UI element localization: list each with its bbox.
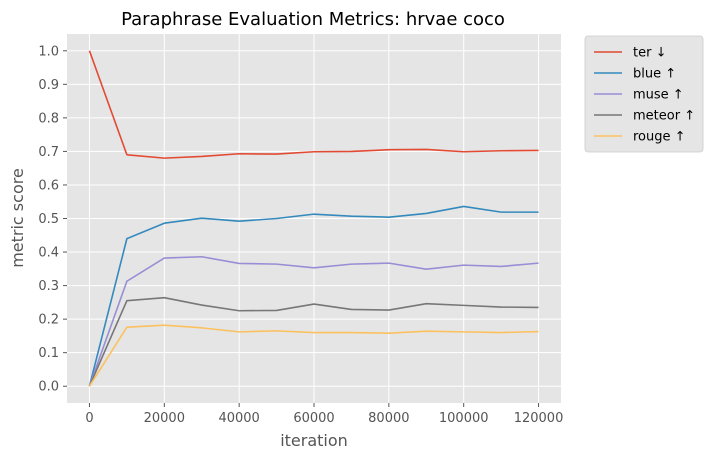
series-line-0 — [88, 50, 539, 159]
legend-label: rouge ↑ — [633, 130, 686, 145]
x-axis: 0 20000 40000 60000 80000 100000 120000 — [85, 403, 563, 426]
series-line-1 — [88, 205, 539, 387]
y-tick-label: 0.4 — [38, 246, 59, 261]
y-tick-label: 0.1 — [38, 346, 59, 361]
x-tick-label: 40000 — [218, 411, 259, 426]
y-tick-label: 0.7 — [38, 145, 59, 160]
series-line-4 — [88, 324, 539, 387]
series-line-3 — [88, 296, 539, 387]
y-tick-label: 1.0 — [38, 44, 59, 59]
y-tick-label: 0.8 — [38, 111, 59, 126]
y-tick-label: 0.6 — [38, 178, 59, 193]
y-axis-title: metric score — [8, 168, 27, 268]
x-tick-label: 0 — [85, 411, 93, 426]
x-tick-label: 120000 — [514, 411, 564, 426]
legend-label: meteor ↑ — [633, 109, 695, 124]
legend-label: muse ↑ — [633, 88, 684, 103]
y-tick-label: 0.2 — [38, 313, 59, 328]
legend: ter ↓ blue ↑ muse ↑ meteor ↑ rouge ↑ — [584, 35, 704, 153]
y-tick-label: 0.0 — [38, 380, 59, 395]
y-tick-label: 0.9 — [38, 78, 59, 93]
x-tick-label: 60000 — [293, 411, 334, 426]
legend-label: blue ↑ — [633, 67, 676, 82]
series-line-2 — [88, 255, 539, 387]
legend-label: ter ↓ — [633, 46, 666, 61]
y-axis: 0.0 0.1 0.2 0.3 0.4 0.5 0.6 0.7 0.8 0.9 1.0 — [38, 44, 67, 395]
y-tick-label: 0.5 — [38, 212, 59, 227]
x-axis-title: iteration — [280, 431, 348, 450]
x-tick-label: 100000 — [439, 411, 489, 426]
x-tick-label: 20000 — [144, 411, 185, 426]
chart-title: Paraphrase Evaluation Metrics: hrvae coc… — [121, 9, 505, 30]
legend-box — [584, 35, 704, 153]
series-lines — [88, 50, 539, 387]
y-tick-label: 0.3 — [38, 279, 59, 294]
x-tick-label: 80000 — [368, 411, 409, 426]
